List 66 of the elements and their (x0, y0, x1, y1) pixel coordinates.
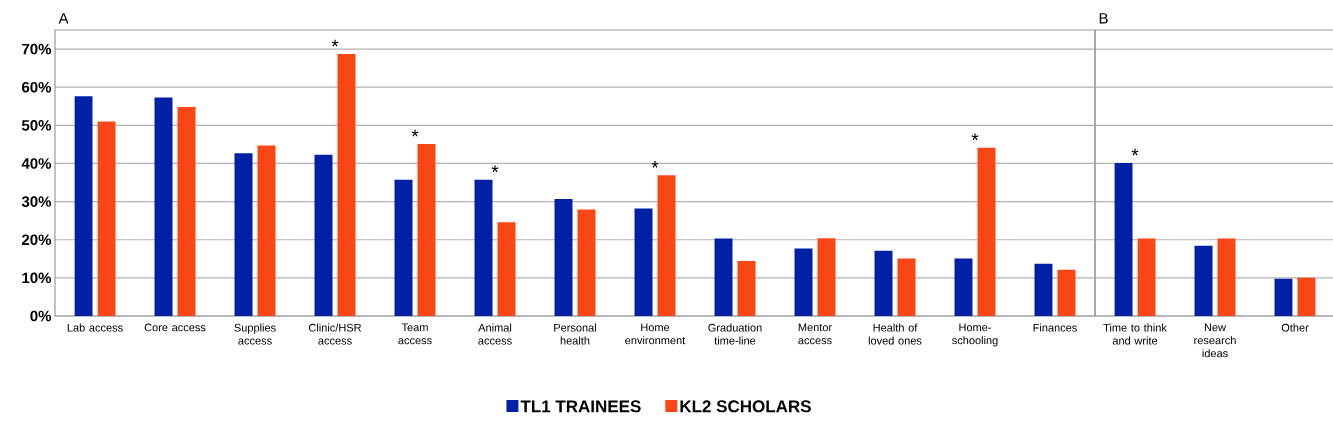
bar (177, 107, 196, 316)
legend-label: TL1 TRAINEES (520, 400, 641, 413)
annotation: * (651, 161, 659, 168)
bar (154, 97, 173, 316)
bar (74, 96, 93, 316)
bar (714, 238, 733, 316)
y-tick-label: 70% (22, 43, 52, 55)
x-tick-label: Mentor access (798, 323, 832, 345)
y-tick-label: 50% (21, 120, 52, 131)
annotation: * (411, 129, 419, 137)
bar (977, 147, 996, 316)
x-tick-label: Health of loved ones (868, 323, 922, 345)
annotation: * (491, 165, 499, 173)
annotation: * (971, 133, 979, 141)
bar (577, 209, 596, 316)
x-tick-label: Home environment (625, 323, 686, 345)
bar (474, 179, 493, 316)
x-tick-label: Animal access (478, 323, 512, 345)
bar (817, 238, 836, 316)
bar (1034, 263, 1053, 316)
bar (394, 179, 413, 316)
y-tick-label: 60% (22, 81, 52, 93)
x-tick-label: Lab access (67, 323, 123, 332)
bar (634, 208, 653, 316)
bar (1217, 238, 1236, 316)
bar (1057, 269, 1076, 316)
bar (257, 145, 276, 316)
bar (497, 222, 516, 316)
bar (874, 250, 893, 316)
bar (737, 261, 756, 316)
bar (234, 153, 253, 316)
bar (1194, 245, 1213, 316)
x-tick-label: Home-schooling (952, 323, 998, 347)
x-tick-label: Core access (144, 323, 206, 332)
bar (314, 154, 333, 316)
chart-title: A (58, 13, 69, 24)
x-tick-label: Graduation time-line (708, 323, 762, 345)
bar (794, 248, 813, 316)
y-tick-label: 20% (21, 234, 52, 246)
bar (337, 54, 356, 316)
annotation: * (1131, 148, 1139, 156)
bar (1114, 163, 1133, 316)
x-tick-label: Team access (398, 323, 432, 345)
bar (1274, 278, 1293, 316)
x-tick-label: Supplies access (234, 323, 276, 345)
bar (897, 258, 916, 316)
legend-label: KL2 SCHOLARS (680, 400, 811, 413)
x-tick-label: Clinic/HSR access (308, 323, 362, 345)
y-tick-label: 40% (21, 158, 52, 169)
bar (1297, 277, 1316, 316)
bar (97, 121, 116, 316)
x-tick-label: Personal health (554, 323, 596, 345)
x-tick-label: Other (1281, 323, 1309, 332)
bar (1137, 238, 1156, 316)
annotation: * (331, 39, 339, 47)
x-tick-label: New research ideas (1194, 323, 1236, 358)
x-tick-label: Time to think and write (1103, 323, 1167, 345)
bar (554, 198, 573, 316)
y-tick-label: 30% (21, 196, 52, 207)
chart-title: B (1099, 13, 1108, 24)
bar (657, 175, 676, 316)
bar (954, 258, 973, 316)
bar (417, 144, 436, 316)
y-tick-label: 10% (22, 272, 52, 284)
y-tick-label: 0% (30, 310, 52, 322)
x-tick-label: Finances (1033, 323, 1077, 332)
